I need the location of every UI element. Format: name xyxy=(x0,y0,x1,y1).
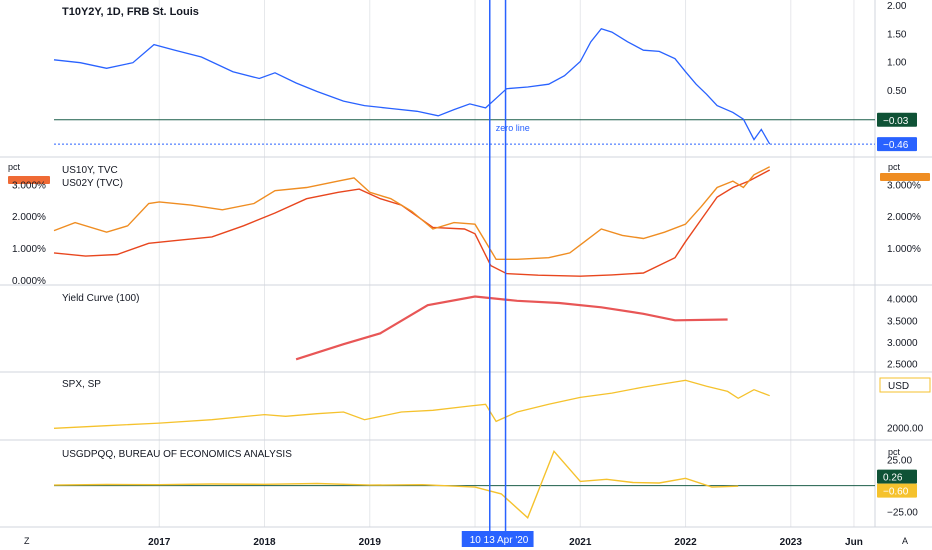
us02y-legend: US02Y (TVC) xyxy=(62,178,123,189)
yields-left-unit: pct xyxy=(8,162,21,172)
yields-right-badge xyxy=(880,173,930,181)
spx-y-axis[interactable]: 2000.00 xyxy=(887,423,924,434)
gdp-title: USGDPQQ, BUREAU OF ECONOMICS ANALYSIS xyxy=(62,449,292,460)
yields-left-tick: 3.000% xyxy=(12,180,46,191)
yields-left-tick: 2.000% xyxy=(12,212,46,223)
yield-curve-y-tick: 3.5000 xyxy=(887,316,918,327)
yields-right-unit: pct xyxy=(888,162,901,172)
yields-right-tick: 3.000% xyxy=(887,180,921,191)
x-tick-label: 2018 xyxy=(253,537,276,548)
gdp-y-tick: −25.00 xyxy=(887,508,918,519)
gdp-series-line xyxy=(53,449,739,519)
yield-curve-y-tick: 2.5000 xyxy=(887,360,918,371)
spread-y-tick: 0.50 xyxy=(887,86,907,97)
pane-spread[interactable]: T10Y2Y, 1D, FRB St. Louis 2.00 1.50 1.00 0.… xyxy=(53,1,917,152)
spread-badges: −0.03 −0.46 xyxy=(877,112,917,152)
pane-spx[interactable]: SPX, SP USD 2000.00 xyxy=(53,377,931,434)
gdp-badge-value-bg xyxy=(877,483,917,498)
spread-badge-last: −0.46 xyxy=(883,140,909,151)
spread-y-tick: 1.50 xyxy=(887,29,907,40)
gdp-badge-last: 0.26 xyxy=(883,473,903,484)
gdp-y-tick: 25.00 xyxy=(887,456,912,467)
auto-fit-icon[interactable]: A xyxy=(902,536,908,546)
gdp-badge-value: −0.60 xyxy=(883,487,909,498)
spread-badge-zero-bg xyxy=(877,112,917,127)
pane-yield-curve[interactable]: Yield Curve (100) 4.0000 3.5000 3.0000 2.50… xyxy=(62,293,918,371)
gdp-right-unit: pct xyxy=(888,447,901,457)
date-markers[interactable] xyxy=(489,0,507,531)
yield-curve-y-tick: 4.0000 xyxy=(887,295,918,306)
pane-gdp[interactable]: USGDPQQ, BUREAU OF ECONOMICS ANALYSIS pc… xyxy=(53,447,918,519)
zero-line-label: zero line xyxy=(496,123,530,133)
gdp-badges: 0.26 −0.60 xyxy=(877,469,917,498)
yields-left-tick: 0.000% xyxy=(12,276,46,287)
x-axis[interactable]: 2017201820192020202120222023Jun 10 13 Ap… xyxy=(24,531,908,548)
spx-title: SPX, SP xyxy=(62,379,101,390)
spread-y-tick: 1.00 xyxy=(887,58,907,69)
marker-date-label: 10 13 Apr '20 xyxy=(470,535,529,546)
yield-curve-y-tick: 3.0000 xyxy=(887,338,918,349)
yields-right-tick: 2.000% xyxy=(887,212,921,223)
us10y-series-line xyxy=(53,166,771,260)
spx-y-tick: 2000.00 xyxy=(887,423,924,434)
yields-left-badge xyxy=(8,176,50,184)
spx-series-line xyxy=(53,379,770,429)
spread-badge-last-bg xyxy=(877,137,917,152)
gdp-y-axis[interactable]: 25.00 −25.00 xyxy=(887,456,918,519)
grid xyxy=(0,0,932,528)
spread-y-axis[interactable]: 2.00 1.50 1.00 0.50 xyxy=(887,1,907,97)
spx-unit: USD xyxy=(888,381,909,392)
spread-y-tick: 2.00 xyxy=(887,1,907,12)
marker-date-label-bg xyxy=(461,531,534,547)
spx-unit-badge xyxy=(879,377,931,393)
yields-y-axis[interactable]: 3.000% 2.000% 1.000% 0.000% 3.000% 2.000% 1.00… xyxy=(12,180,921,287)
x-tick-label: 2019 xyxy=(359,537,382,548)
x-tick-label: 2023 xyxy=(780,537,803,548)
x-tick-label: Jun xyxy=(845,537,863,548)
x-tick-label: 2017 xyxy=(148,537,171,548)
spread-title: T10Y2Y, 1D, FRB St. Louis xyxy=(62,6,199,18)
pane-yields[interactable]: US10Y, TVC US02Y (TVC) pct pct 3.000% 2.0… xyxy=(8,162,930,287)
yield-curve-series-line xyxy=(295,295,728,361)
spread-series-line xyxy=(53,27,771,145)
yield-curve-y-axis[interactable]: 4.0000 3.5000 3.0000 2.5000 xyxy=(887,295,918,371)
x-tick-label: 2022 xyxy=(674,537,697,548)
x-tick-label: 2021 xyxy=(569,537,592,548)
gdp-badge-last-bg xyxy=(877,469,917,484)
spread-badge-zero: −0.03 xyxy=(883,116,909,127)
us10y-legend: US10Y, TVC xyxy=(62,165,118,176)
yields-right-tick: 1.000% xyxy=(887,244,921,255)
auto-scale-icon[interactable]: Z xyxy=(24,536,30,546)
yields-left-tick: 1.000% xyxy=(12,244,46,255)
us02y-series-line xyxy=(53,169,771,277)
yield-curve-title: Yield Curve (100) xyxy=(62,293,139,304)
